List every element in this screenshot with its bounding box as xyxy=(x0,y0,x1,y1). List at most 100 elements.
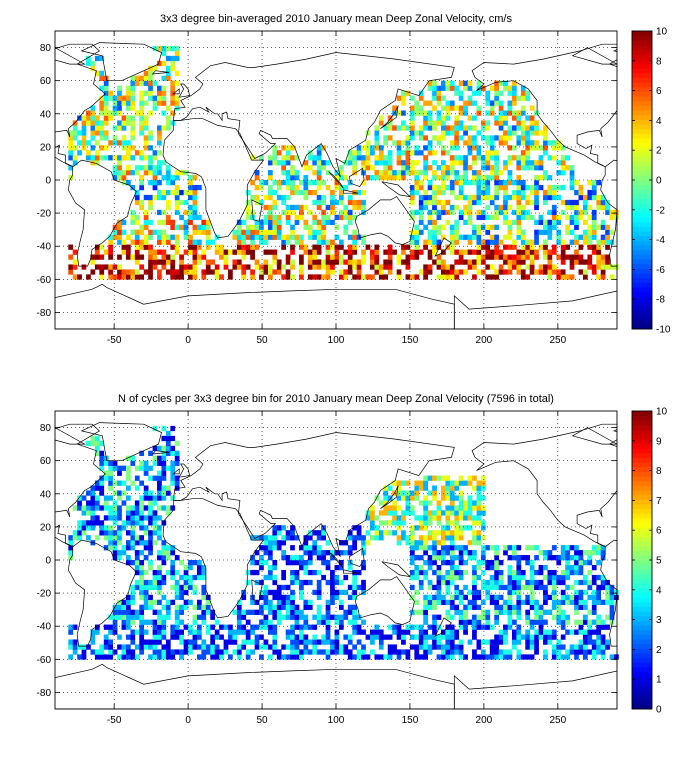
bin-cell xyxy=(574,555,579,561)
bin-cell xyxy=(201,609,207,615)
bin-cell xyxy=(90,115,96,121)
bin-cell xyxy=(325,654,331,660)
x-tick-label: 50 xyxy=(256,335,268,346)
bin-cell xyxy=(436,175,442,181)
bin-cell xyxy=(263,545,269,551)
colorbar-step xyxy=(632,63,652,69)
bin-cell xyxy=(267,609,273,615)
bin-cell xyxy=(276,224,282,230)
bin-cell xyxy=(463,209,468,216)
bin-cell xyxy=(409,110,415,116)
bin-cell xyxy=(188,184,193,191)
colorbar-step xyxy=(632,597,652,603)
bin-cell xyxy=(267,550,273,556)
bin-cell xyxy=(125,505,131,511)
bin-cell xyxy=(423,110,428,116)
colorbar-step xyxy=(632,77,652,83)
bin-cell xyxy=(148,75,153,81)
bin-cell xyxy=(245,639,251,645)
bin-cell xyxy=(94,160,100,166)
bin-cell xyxy=(250,649,255,655)
bin-cell xyxy=(396,259,402,265)
bin-cell xyxy=(99,110,105,116)
bin-cell xyxy=(192,199,198,206)
bin-cell xyxy=(392,175,397,181)
bin-cell xyxy=(334,244,340,250)
bin-cell xyxy=(560,624,566,630)
bin-cell xyxy=(560,274,566,280)
y-tick-label: 0 xyxy=(45,176,51,187)
bin-cell xyxy=(560,579,566,586)
bin-cell xyxy=(454,569,460,576)
bin-cell xyxy=(365,515,371,521)
bin-cell xyxy=(356,204,362,211)
bin-cell xyxy=(117,125,122,131)
bin-cell xyxy=(436,244,442,250)
bin-cell xyxy=(143,555,149,561)
bin-cell xyxy=(294,619,300,625)
bin-cell xyxy=(72,649,78,655)
bin-cell xyxy=(409,170,415,176)
bin-cell xyxy=(480,480,486,486)
bin-cell xyxy=(174,614,180,620)
bin-cell xyxy=(267,274,273,280)
colorbar-step xyxy=(632,485,652,491)
bin-cell xyxy=(290,574,295,581)
bin-cell xyxy=(325,609,331,615)
bin-cell xyxy=(427,579,433,586)
bin-cell xyxy=(454,530,460,536)
bin-cell xyxy=(503,140,508,146)
bin-cell xyxy=(263,540,269,546)
bin-cell xyxy=(427,100,433,106)
bin-cell xyxy=(307,254,313,260)
bin-cell xyxy=(139,465,145,471)
bin-cell xyxy=(272,259,278,265)
bin-cell xyxy=(525,115,531,121)
bin-cell xyxy=(259,229,264,235)
bin-cell xyxy=(467,264,473,270)
bin-cell xyxy=(414,234,420,240)
bin-cell xyxy=(214,244,220,250)
colorbar-step xyxy=(632,452,652,458)
bin-cell xyxy=(241,594,247,601)
bin-cell xyxy=(525,584,531,591)
bin-cell xyxy=(94,485,100,491)
bin-cell xyxy=(551,189,557,196)
bin-cell xyxy=(441,649,446,655)
bin-cell xyxy=(418,500,424,506)
bin-cell xyxy=(605,229,610,235)
bin-cell xyxy=(352,609,358,615)
bin-cell xyxy=(170,85,176,91)
bin-cell xyxy=(121,269,127,275)
bin-cell xyxy=(463,609,468,615)
bin-cell xyxy=(117,274,122,280)
bin-cell xyxy=(165,125,171,131)
bin-cell xyxy=(250,560,255,566)
bin-cell xyxy=(303,180,309,186)
bin-cell xyxy=(330,649,335,655)
colorbar-step xyxy=(632,291,652,297)
bin-cell xyxy=(489,574,495,581)
bin-cell xyxy=(556,574,562,581)
y-tick-label: 60 xyxy=(40,76,52,87)
bin-cell xyxy=(427,150,433,156)
colorbar-step xyxy=(632,643,652,649)
bin-cell xyxy=(609,264,615,270)
bin-cell xyxy=(596,584,602,591)
bin-cell xyxy=(130,85,136,91)
bin-cell xyxy=(405,495,411,501)
coastline xyxy=(354,196,415,245)
bin-cell xyxy=(125,619,131,625)
bin-cell xyxy=(290,649,295,655)
colorbar-step xyxy=(632,319,652,325)
bin-cell xyxy=(445,184,451,191)
bin-cell xyxy=(205,604,211,610)
bin-cell xyxy=(130,274,136,280)
bin-cell xyxy=(361,249,366,255)
bin-cell xyxy=(259,180,264,186)
bin-cell xyxy=(467,540,473,546)
bin-cell xyxy=(352,249,358,255)
bin-cell xyxy=(543,589,548,596)
bin-cell xyxy=(276,594,282,601)
bin-cell xyxy=(476,614,482,620)
